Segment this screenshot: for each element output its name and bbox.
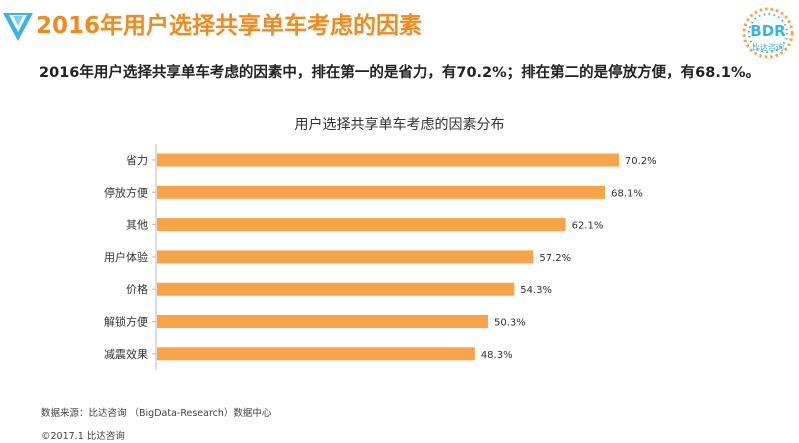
category-label: 价格 bbox=[126, 282, 148, 296]
category-label: 省力 bbox=[126, 154, 148, 167]
bar bbox=[157, 315, 488, 328]
bar bbox=[157, 347, 475, 361]
brand-logo-subtext: 比达咨询 bbox=[752, 42, 784, 52]
bar bbox=[157, 250, 534, 264]
value-label: 68.1% bbox=[611, 188, 643, 199]
data-source-note: 数据来源：比达咨询 （BigData-Research）数据中心 bbox=[41, 408, 272, 419]
category-label: 用户体验 bbox=[104, 250, 148, 264]
bdr-brand-logo: BDR 比达咨询 bbox=[742, 7, 794, 59]
dotted-ring-icon bbox=[742, 7, 794, 59]
value-label: 50.3% bbox=[494, 318, 526, 329]
category-label: 减震效果 bbox=[104, 347, 148, 361]
category-label: 解锁方便 bbox=[104, 315, 148, 329]
bar bbox=[157, 185, 606, 199]
brand-logo-text: BDR bbox=[750, 22, 786, 40]
bar bbox=[157, 218, 566, 232]
category-label: 停放方便 bbox=[104, 185, 148, 199]
value-label: 62.1% bbox=[572, 221, 604, 232]
category-label: 其他 bbox=[126, 219, 148, 232]
value-label: 70.2% bbox=[625, 156, 657, 167]
value-label: 57.2% bbox=[539, 253, 571, 264]
copyright-note: ©2017.1 比达咨询 bbox=[41, 431, 125, 442]
summary-text: 2016年用户选择共享单车考虑的因素中，排在第一的是省力，有70.2%；排在第二… bbox=[39, 65, 760, 81]
bar-chart: 省力 70.2% 停放方便 68.1% 其他 62.1% 用户体验 57.2% 价格 54.3% 解… bbox=[104, 143, 657, 370]
page-title: 2016年用户选择共享单车考虑的因素 bbox=[36, 13, 423, 39]
value-label: 54.3% bbox=[520, 285, 552, 296]
v-triangle-logo-icon bbox=[3, 13, 33, 41]
bar bbox=[157, 153, 619, 167]
bar bbox=[157, 282, 515, 296]
chart-title: 用户选择共享单车考虑的因素分布 bbox=[294, 117, 505, 133]
value-label: 48.3% bbox=[481, 350, 513, 361]
